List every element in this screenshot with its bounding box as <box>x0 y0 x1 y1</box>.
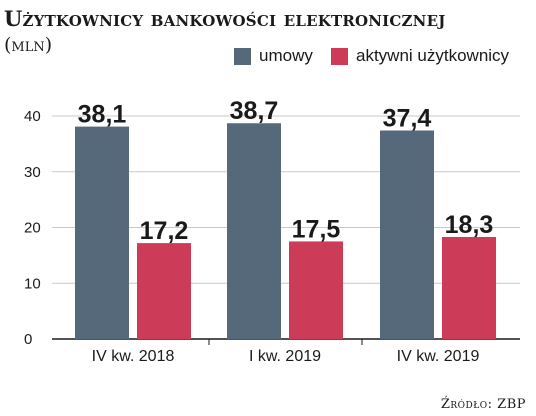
x-tick-label-2: IV kw. 2019 <box>397 348 480 365</box>
y-tick-label-40: 40 <box>24 108 41 125</box>
source-note: Źródło: ZBP <box>440 397 526 412</box>
bar-aktywni-1 <box>289 241 343 339</box>
data-label-umowy-2: 37,4 <box>383 104 432 132</box>
legend-item-aktywni: aktywni użytkownicy <box>331 46 509 66</box>
data-label-umowy-0: 38,1 <box>78 101 127 129</box>
bar-aktywni-0 <box>137 243 191 339</box>
legend-swatch-aktywni <box>331 47 348 65</box>
data-label-aktywni-2: 18,3 <box>445 211 494 239</box>
chart-title: Użytkownicy bankowości elektronicznej <box>4 6 446 31</box>
bar-umowy-2 <box>380 130 434 339</box>
legend-swatch-umowy <box>234 47 251 65</box>
y-tick-label-30: 30 <box>24 164 41 181</box>
bar-aktywni-2 <box>442 236 496 339</box>
y-tick-label-20: 20 <box>24 220 41 237</box>
x-tick-label-1: I kw. 2019 <box>249 348 321 365</box>
bar-umowy-1 <box>227 123 281 339</box>
legend-label-aktywni: aktywni użytkownicy <box>356 46 510 65</box>
data-label-aktywni-1: 17,5 <box>292 215 341 243</box>
x-tick-label-0: IV kw. 2018 <box>92 348 175 365</box>
bar-umowy-0 <box>75 126 129 339</box>
chart-unit: (mln) <box>4 34 53 56</box>
y-tick-label-0: 0 <box>24 331 32 348</box>
legend-item-umowy: umowy <box>234 46 313 66</box>
data-label-umowy-1: 38,7 <box>230 97 279 125</box>
legend-label-umowy: umowy <box>259 46 313 65</box>
data-label-aktywni-0: 17,2 <box>140 217 189 245</box>
y-tick-label-10: 10 <box>24 275 41 292</box>
